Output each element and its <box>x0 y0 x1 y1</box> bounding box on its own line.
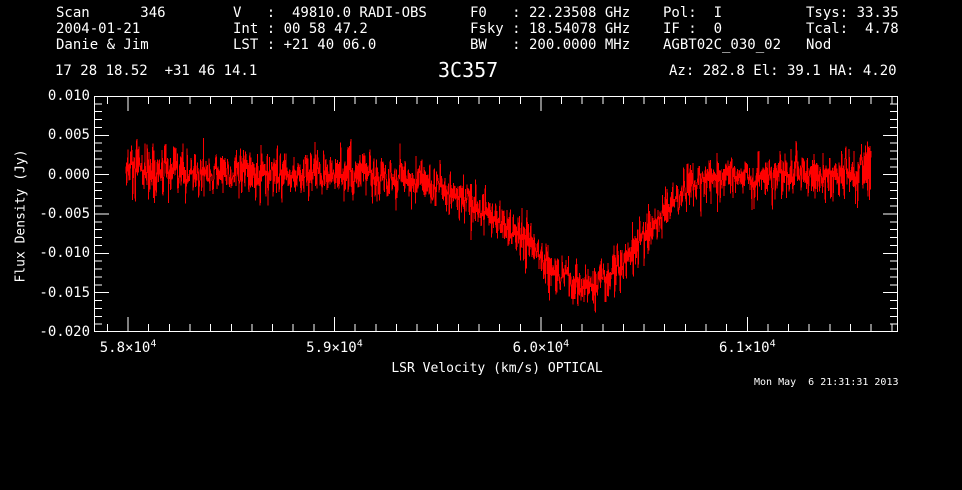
pointing-info: Az: 282.8 El: 39.1 HA: 4.20 <box>669 63 897 79</box>
y-tick-label: -0.020 <box>39 324 90 340</box>
x-tick-label: 6.0×104 <box>512 338 570 356</box>
lst-time: LST : +21 40 06.0 <box>233 37 377 53</box>
observation-date: 2004-01-21 <box>56 21 141 37</box>
source-coordinates: 17 28 18.52 +31 46 14.1 <box>55 63 258 79</box>
plot-area[interactable] <box>94 95 898 333</box>
scan-info: Scan 346 <box>56 5 166 21</box>
y-tick-label: -0.010 <box>39 245 90 262</box>
velocity-info: V : 49810.0 RADI-OBS <box>233 5 427 21</box>
sky-frequency: Fsky : 18.54078 GHz <box>470 21 631 37</box>
y-tick-label: -0.015 <box>39 284 90 301</box>
y-tick-label: 0.000 <box>47 166 90 183</box>
y-tick-label: 0.010 <box>47 88 90 104</box>
x-axis-title: LSR Velocity (km/s) OPTICAL <box>391 361 603 376</box>
polarization: Pol: I <box>663 5 723 21</box>
tsys-value: Tsys: 33.35 <box>806 5 899 21</box>
y-tick-label: 0.005 <box>47 127 90 144</box>
y-tick-label: -0.005 <box>39 206 90 222</box>
timestamp: Mon May 6 21:31:31 2013 <box>754 377 899 388</box>
x-tick-label: 5.9×104 <box>306 338 363 356</box>
tcal-value: Tcal: 4.78 <box>806 21 899 37</box>
x-tick-label: 5.8×104 <box>99 338 157 356</box>
y-axis-title: Flux Density (Jy) <box>13 149 29 283</box>
bandwidth: BW : 200.0000 MHz <box>470 37 631 53</box>
source-name: 3C357 <box>438 58 499 82</box>
spectrum-plot <box>94 95 898 333</box>
center-frequency: F0 : 22.23508 GHz <box>470 5 631 21</box>
x-tick-label: 6.1×104 <box>719 338 776 356</box>
procedure-type: Nod <box>806 37 832 53</box>
if-number: IF : 0 <box>663 21 723 37</box>
project-id: AGBT02C_030_02 <box>663 37 782 53</box>
integration-time: Int : 00 58 47.2 <box>233 21 368 37</box>
observers: Danie & Jim <box>56 37 149 53</box>
